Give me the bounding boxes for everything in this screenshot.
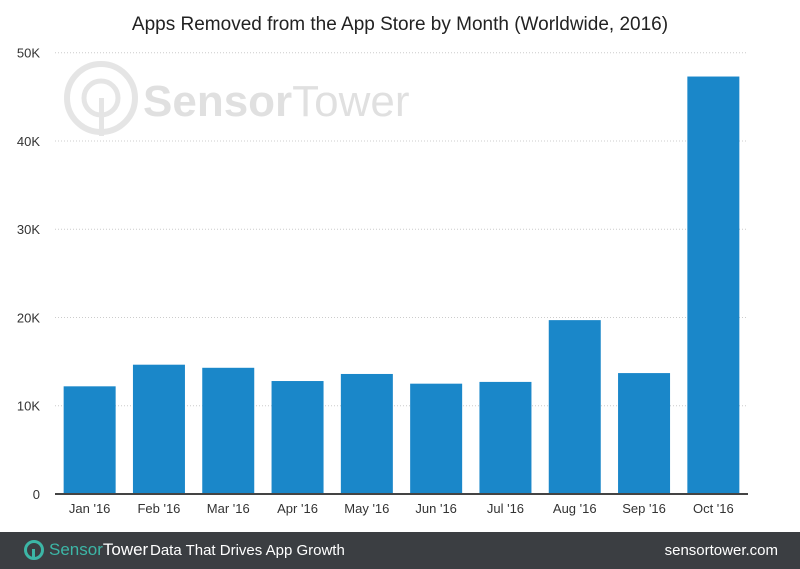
sensortower-logo-icon: [24, 540, 44, 560]
x-tick-label: Jan '16: [69, 501, 111, 516]
chart-title: Apps Removed from the App Store by Month…: [131, 14, 669, 35]
watermark-tower-icon: [64, 61, 138, 135]
watermark-text-a: Sensor: [143, 77, 292, 126]
x-tick-label: Jun '16: [415, 501, 457, 516]
bar: [132, 364, 185, 494]
footer: SensorTower Data That Drives App Growth …: [0, 532, 800, 569]
x-tick-label: May '16: [344, 501, 389, 516]
logo-text-sensor: Sensor: [49, 540, 103, 559]
x-tick-label: Oct '16: [693, 501, 734, 516]
y-tick-label: 0: [33, 487, 40, 502]
y-tick-label: 50K: [17, 46, 40, 61]
x-tick-label: Aug '16: [553, 501, 597, 516]
x-tick-label: Jul '16: [487, 501, 524, 516]
y-tick-label: 10K: [17, 399, 40, 414]
footer-logo: SensorTower: [24, 540, 148, 560]
watermark: SensorTower: [64, 61, 410, 136]
watermark-text-b: Tower: [292, 77, 409, 126]
y-tick-label: 40K: [17, 134, 40, 149]
x-tick-label: Feb '16: [137, 501, 180, 516]
y-tick-label: 20K: [17, 310, 40, 325]
logo-text-tower: Tower: [102, 540, 149, 559]
bar-chart: SensorTower 0 10K 20K 30K 40K 50K Jan '16 Feb …: [17, 46, 748, 516]
website-link[interactable]: sensortower.com: [664, 542, 778, 559]
bar: [618, 373, 671, 494]
y-tick-label: 30K: [17, 222, 40, 237]
bar: [340, 373, 393, 494]
x-tick-label: Sep '16: [622, 501, 666, 516]
tagline: Data That Drives App Growth: [150, 542, 345, 559]
x-tick-label: Apr '16: [277, 501, 318, 516]
bar: [548, 320, 601, 494]
bar: [479, 381, 532, 494]
x-tick-label: Mar '16: [207, 501, 250, 516]
bar: [410, 383, 463, 494]
bar: [63, 386, 116, 494]
bar: [202, 367, 255, 494]
svg-text:SensorTower: SensorTower: [143, 77, 410, 126]
bar: [687, 76, 740, 494]
bar: [271, 381, 324, 494]
